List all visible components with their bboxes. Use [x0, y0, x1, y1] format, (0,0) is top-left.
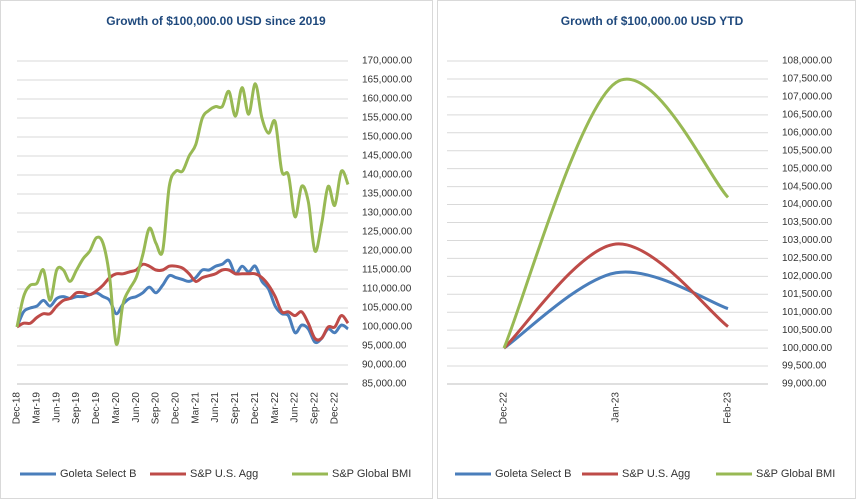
y-tick-label: 99,000.00	[782, 379, 827, 390]
legend-label: Goleta Select B	[495, 468, 571, 480]
legend-label: S&P U.S. Agg	[190, 468, 258, 480]
panel	[437, 0, 856, 499]
series-line	[502, 242, 729, 350]
y-tick-label: 105,000.00	[782, 163, 832, 174]
x-tick-label: Sep-21	[230, 392, 241, 425]
x-tick-label: Jan-23	[611, 392, 622, 423]
x-tick-label: Dec-18	[12, 392, 23, 425]
y-tick-label: 165,000.00	[362, 75, 412, 86]
y-tick-label: 103,500.00	[782, 217, 832, 228]
x-tick-label: Mar-22	[270, 392, 281, 424]
y-tick-label: 105,500.00	[782, 145, 832, 156]
chart-title: Growth of $100,000.00 USD since 2019	[106, 14, 326, 28]
x-tick-label: Feb-23	[723, 392, 734, 424]
legend-label: S&P U.S. Agg	[622, 468, 690, 480]
y-tick-label: 140,000.00	[362, 170, 412, 181]
y-tick-label: 115,000.00	[362, 265, 412, 276]
y-tick-label: 125,000.00	[362, 227, 412, 238]
y-tick-label: 90,000.00	[362, 360, 407, 371]
y-tick-label: 85,000.00	[362, 379, 407, 390]
x-tick-label: Sep-20	[151, 392, 162, 425]
x-tick-label: Jun-19	[51, 392, 62, 423]
y-tick-label: 100,000.00	[782, 343, 832, 354]
y-tick-label: 106,000.00	[782, 127, 832, 138]
x-tick-label: Dec-22	[329, 392, 340, 425]
y-tick-label: 170,000.00	[362, 56, 412, 67]
y-tick-label: 104,500.00	[782, 181, 832, 192]
y-tick-label: 120,000.00	[362, 246, 412, 257]
y-tick-label: 102,500.00	[782, 253, 832, 264]
x-tick-label: Mar-19	[32, 392, 43, 424]
series-line	[16, 262, 350, 342]
series-line	[15, 82, 350, 346]
y-tick-label: 130,000.00	[362, 208, 412, 219]
x-tick-label: Sep-19	[71, 392, 82, 425]
series-line	[502, 77, 730, 349]
y-tick-label: 95,000.00	[362, 341, 407, 352]
x-tick-label: Sep-22	[310, 392, 321, 425]
y-tick-label: 107,000.00	[782, 92, 832, 103]
y-tick-label: 104,000.00	[782, 199, 832, 210]
y-tick-label: 101,500.00	[782, 289, 832, 300]
y-tick-label: 135,000.00	[362, 189, 412, 200]
y-tick-label: 102,000.00	[782, 271, 832, 282]
legend-label: S&P Global BMI	[332, 468, 411, 480]
chart-title: Growth of $100,000.00 USD YTD	[561, 14, 744, 28]
legend-label: S&P Global BMI	[756, 468, 835, 480]
x-tick-label: Mar-21	[190, 392, 201, 424]
y-tick-label: 103,000.00	[782, 235, 832, 246]
y-tick-label: 99,500.00	[782, 361, 827, 372]
x-tick-label: Dec-20	[171, 392, 182, 425]
y-tick-label: 145,000.00	[362, 151, 412, 162]
y-tick-label: 150,000.00	[362, 132, 412, 143]
y-tick-label: 101,000.00	[782, 307, 832, 318]
x-tick-label: Mar-20	[111, 392, 122, 424]
x-tick-label: Jun-20	[131, 392, 142, 423]
y-tick-label: 110,000.00	[362, 284, 412, 295]
y-tick-label: 105,000.00	[362, 303, 412, 314]
y-tick-label: 100,500.00	[782, 325, 832, 336]
x-tick-label: Dec-22	[499, 392, 510, 425]
y-tick-label: 160,000.00	[362, 94, 412, 105]
y-tick-label: 107,500.00	[782, 74, 832, 85]
x-tick-label: Dec-19	[91, 392, 102, 425]
y-tick-label: 100,000.00	[362, 322, 412, 333]
x-tick-label: Dec-21	[250, 392, 261, 425]
x-tick-label: Jun-22	[290, 392, 301, 423]
series-line	[503, 270, 729, 350]
y-tick-label: 106,500.00	[782, 109, 832, 120]
x-tick-label: Jun-21	[210, 392, 221, 423]
legend-label: Goleta Select B	[60, 468, 136, 480]
y-tick-label: 108,000.00	[782, 56, 832, 67]
panel	[0, 0, 433, 499]
y-tick-label: 155,000.00	[362, 113, 412, 124]
